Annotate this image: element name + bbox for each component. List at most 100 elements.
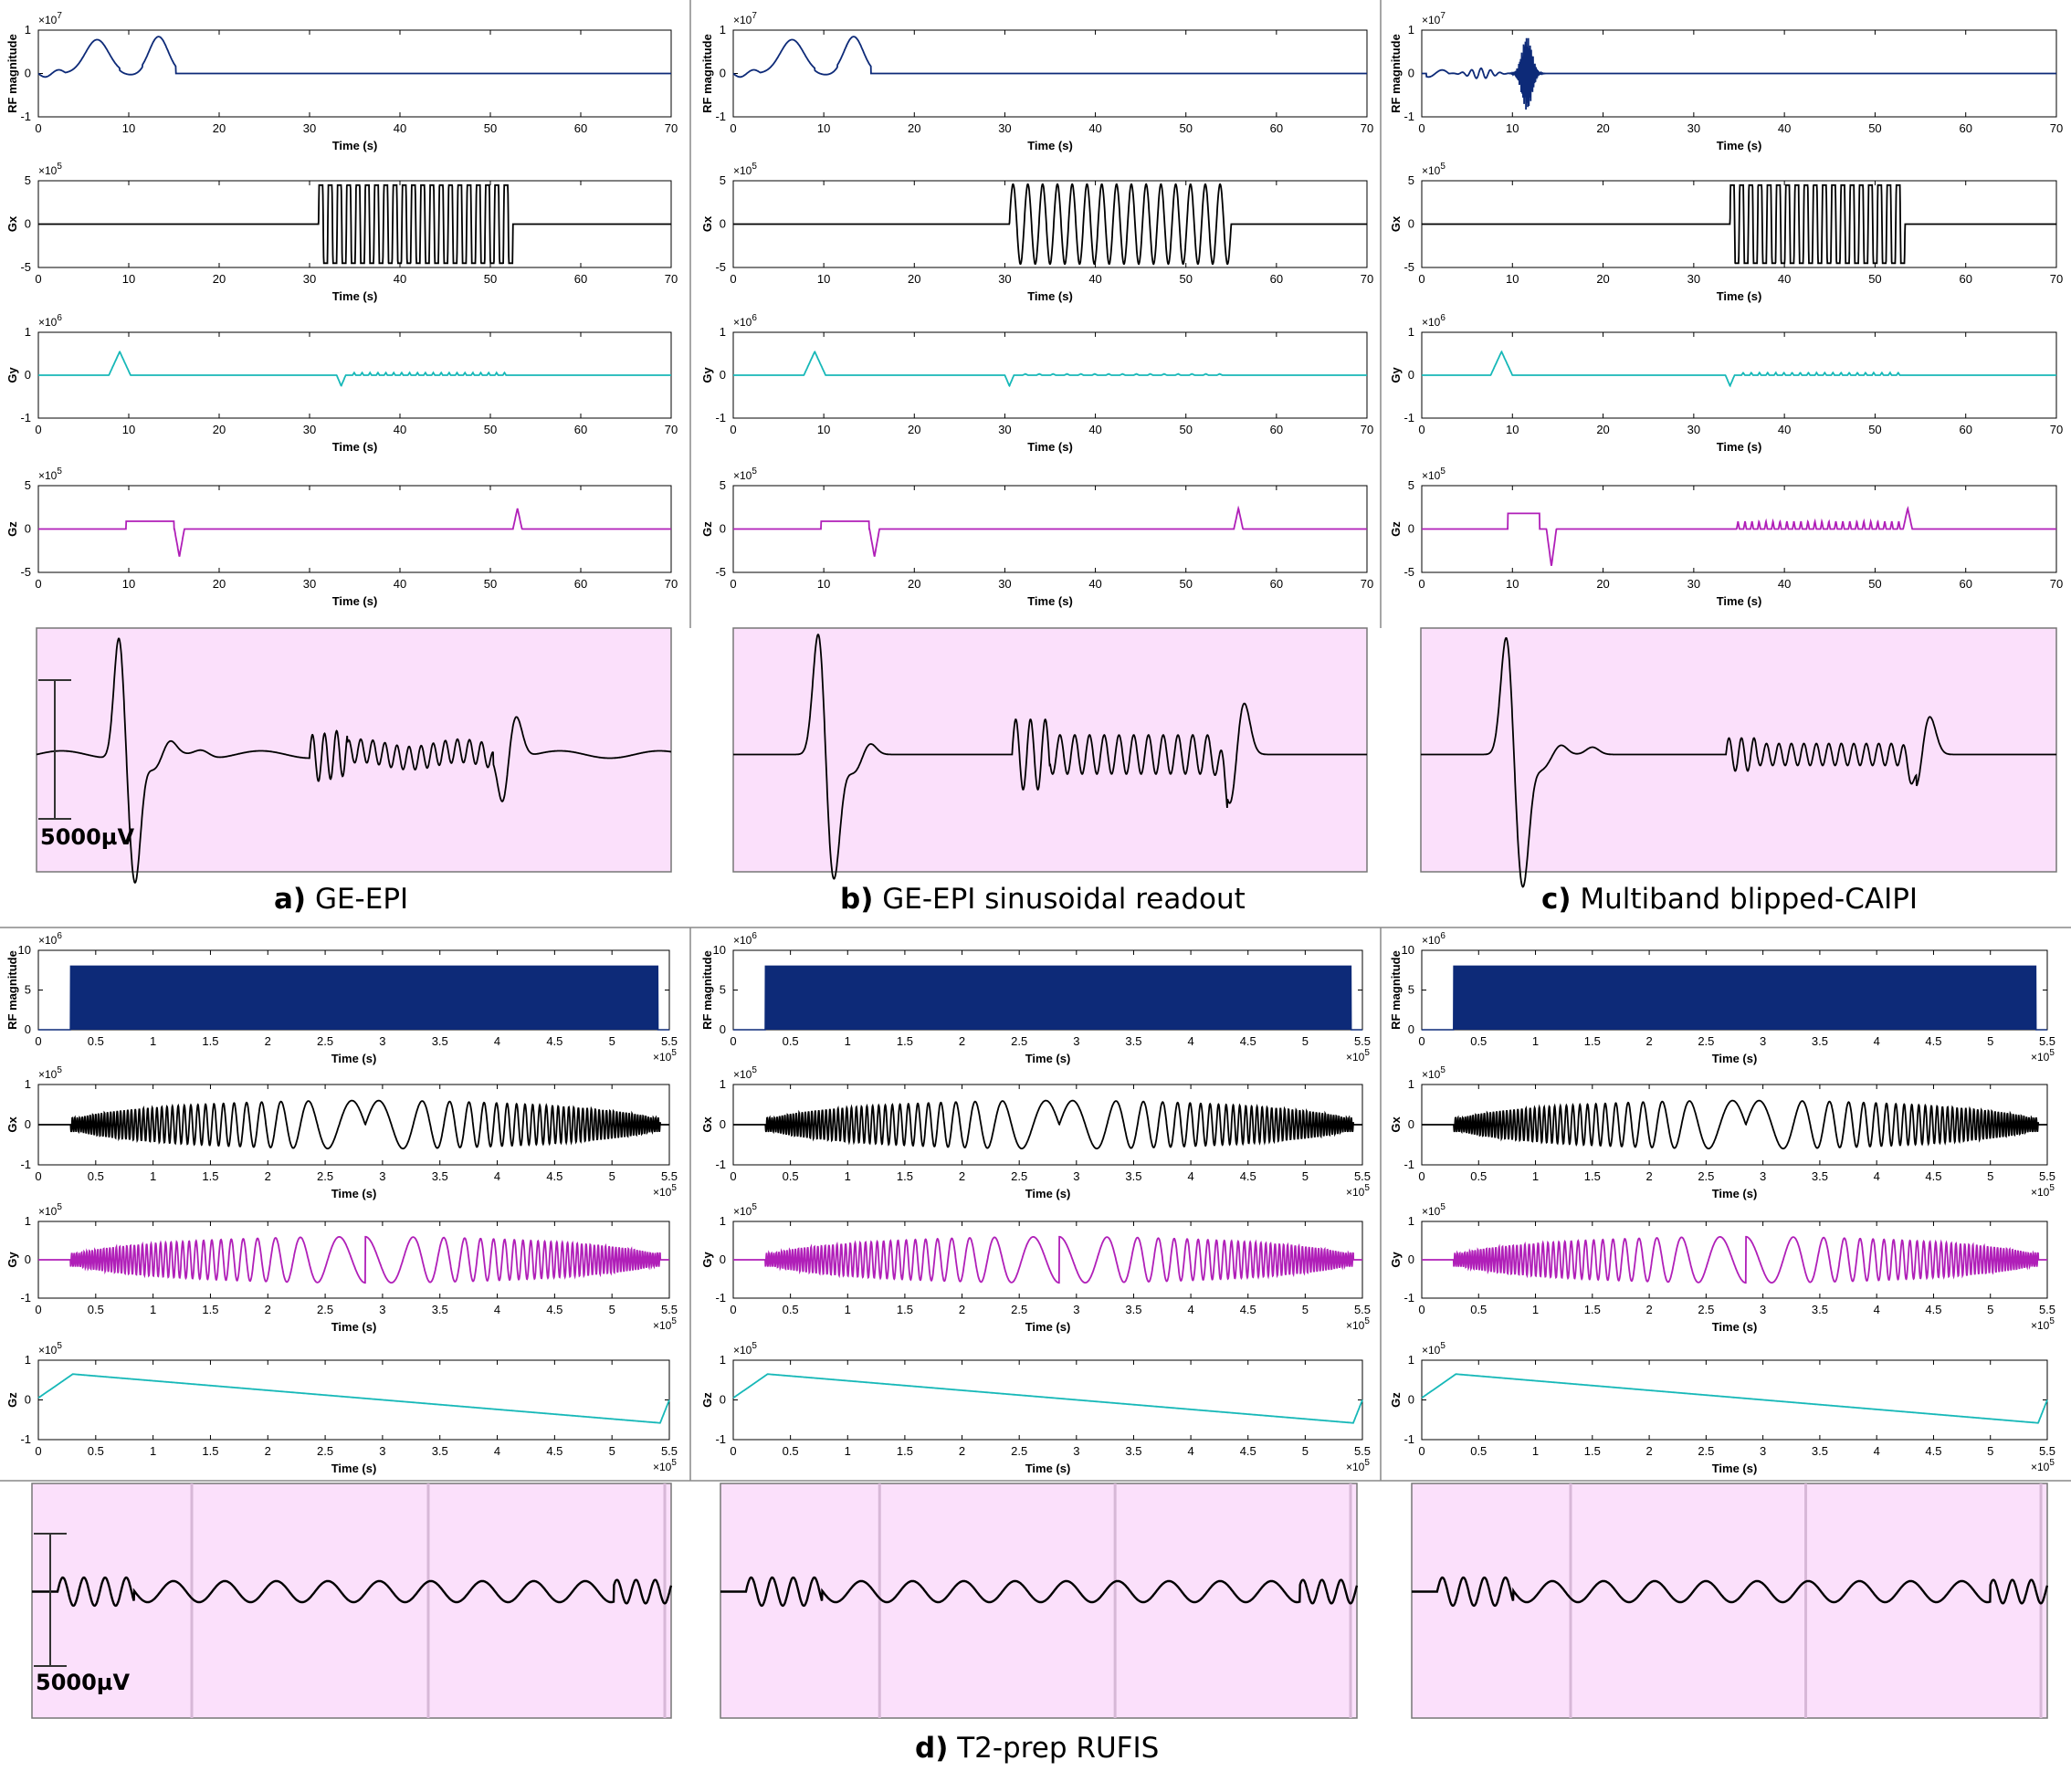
x-tick-label: 4.5 xyxy=(546,1303,562,1316)
y-tick-label: -1 xyxy=(715,110,726,123)
x-tick-label: 70 xyxy=(665,272,678,286)
x-tick-label: 50 xyxy=(1179,423,1192,436)
x-tick-label: 2 xyxy=(1645,1444,1652,1458)
x-axis-label: Time (s) xyxy=(331,1187,377,1200)
y-tick-label: 0 xyxy=(25,1252,31,1266)
y-exponent: ×105 xyxy=(1422,162,1445,177)
x-tick-label: 1.5 xyxy=(1584,1169,1601,1183)
plot-a-gx: 0 10 20 30 40 50 60 70 -5 0 5 ×105 Time (s) Gx xyxy=(5,162,678,303)
caption-a-letter: a) xyxy=(274,883,306,916)
x-tick-label: 1 xyxy=(1532,1169,1539,1183)
x-tick-label: 3.5 xyxy=(432,1444,448,1458)
x-tick-label: 60 xyxy=(1270,272,1283,286)
ecg-trace xyxy=(36,637,671,884)
x-tick-label: 3.5 xyxy=(432,1034,448,1048)
x-tick-label: 0 xyxy=(1418,1444,1424,1458)
waveform-line xyxy=(732,36,1367,79)
ecg-trace xyxy=(733,634,1367,880)
plot-d2-gz: 0 0.5 1 1.5 2 2.5 3 3.5 4 4.5 5 5.5 -1 0 1 ×105 ×105 Time… xyxy=(700,1341,1371,1475)
caption-d-letter: d) xyxy=(915,1732,948,1765)
x-tick-label: 5.5 xyxy=(2039,1444,2055,1458)
x-tick-label: 0 xyxy=(1418,272,1424,286)
x-tick-label: 60 xyxy=(1959,577,1971,591)
x-tick-label: 0 xyxy=(1418,577,1424,591)
x-tick-label: 30 xyxy=(1687,577,1700,591)
x-tick-label: 50 xyxy=(1868,272,1881,286)
y-axis-label: Gx xyxy=(1389,1116,1403,1133)
x-tick-label: 40 xyxy=(1088,577,1101,591)
rf-pulse-block xyxy=(765,966,1351,1030)
x-tick-label: 2 xyxy=(265,1444,271,1458)
x-tick-label: 3 xyxy=(379,1034,385,1048)
waveform-line xyxy=(733,351,1367,388)
caption-c-text: Multiband blipped-CAIPI xyxy=(1572,883,1919,916)
caption-b: b) GE-EPI sinusoidal readout xyxy=(840,883,1246,916)
x-tick-label: 0.5 xyxy=(1470,1444,1487,1458)
x-tick-label: 70 xyxy=(2050,121,2063,135)
y-exponent: ×107 xyxy=(733,11,757,26)
x-tick-label: 20 xyxy=(908,423,920,436)
y-tick-label: 5 xyxy=(25,173,31,187)
y-exponent: ×106 xyxy=(38,313,62,329)
x-tick-label: 0 xyxy=(35,121,41,135)
x-tick-label: 10 xyxy=(122,423,135,436)
x-tick-label: 5 xyxy=(1302,1169,1309,1183)
waveform-line xyxy=(1422,506,2056,566)
y-exponent: ×105 xyxy=(1422,1065,1445,1081)
x-tick-label: 40 xyxy=(394,423,406,436)
x-tick-label: 4.5 xyxy=(546,1444,562,1458)
x-tick-label: 4 xyxy=(1187,1034,1193,1048)
x-tick-label: 10 xyxy=(817,423,830,436)
x-tick-label: 1.5 xyxy=(202,1303,218,1316)
y-exponent: ×107 xyxy=(38,11,62,26)
x-tick-label: 3 xyxy=(1760,1169,1766,1183)
x-tick-label: 0 xyxy=(730,1303,736,1316)
x-tick-label: 5.5 xyxy=(1354,1034,1371,1048)
x-tick-label: 2 xyxy=(959,1169,965,1183)
y-tick-label: 1 xyxy=(720,325,726,339)
y-tick-label: 1 xyxy=(25,1353,31,1367)
x-tick-label: 5.5 xyxy=(661,1444,678,1458)
x-tick-label: 0 xyxy=(730,1169,736,1183)
y-tick-label: -1 xyxy=(715,1291,726,1305)
x-tick-label: 10 xyxy=(817,121,830,135)
y-tick-label: 10 xyxy=(18,943,31,957)
x-tick-label: 1 xyxy=(845,1034,851,1048)
x-tick-label: 3 xyxy=(1073,1169,1079,1183)
x-tick-label: 20 xyxy=(1596,423,1609,436)
x-tick-label: 10 xyxy=(817,272,830,286)
x-tick-label: 2.5 xyxy=(1011,1303,1027,1316)
y-axis-label: RF magnitude xyxy=(1389,950,1403,1030)
x-tick-label: 0 xyxy=(1418,1303,1424,1316)
x-tick-label: 5 xyxy=(1987,1444,1993,1458)
y-tick-label: -5 xyxy=(20,565,31,579)
scale-bar: 5000µV xyxy=(38,679,134,850)
x-tick-label: 5.5 xyxy=(2039,1303,2055,1316)
y-axis-label: Gx xyxy=(700,215,714,232)
y-tick-label: 1 xyxy=(720,23,726,37)
y-tick-label: 1 xyxy=(1408,1214,1414,1228)
ecg-panel-b xyxy=(732,627,1368,880)
x-tick-label: 2.5 xyxy=(317,1303,333,1316)
x-tick-label: 5.5 xyxy=(1354,1303,1371,1316)
x-tick-label: 4 xyxy=(494,1034,500,1048)
plot-b-gz: 0 10 20 30 40 50 60 70 -5 0 5 ×105 Time (s) Gz xyxy=(700,466,1373,608)
x-tick-label: 60 xyxy=(574,423,587,436)
plot-d1-gz: 0 0.5 1 1.5 2 2.5 3 3.5 4 4.5 5 5.5 -1 0 1 ×105 ×105 Time… xyxy=(5,1341,678,1475)
caption-a: a) GE-EPI xyxy=(274,883,408,916)
x-tick-label: 3.5 xyxy=(1812,1169,1828,1183)
x-tick-label: 50 xyxy=(1179,577,1192,591)
y-tick-label: 1 xyxy=(720,1077,726,1091)
x-axis-label: Time (s) xyxy=(1717,594,1762,608)
x-tick-label: 50 xyxy=(1868,577,1881,591)
y-tick-label: 1 xyxy=(1408,325,1414,339)
x-tick-label: 4 xyxy=(1187,1303,1193,1316)
y-tick-label: 0 xyxy=(720,1393,726,1407)
ecg-panel-d3 xyxy=(1411,1483,2049,1719)
caption-c: c) Multiband blipped-CAIPI xyxy=(1541,883,1918,916)
y-axis-label: Gz xyxy=(5,521,19,537)
x-exponent: ×105 xyxy=(2031,1458,2055,1473)
x-axis-label: Time (s) xyxy=(1027,139,1073,152)
y-axis-label: RF magnitude xyxy=(5,950,19,1030)
x-axis-label: Time (s) xyxy=(332,139,378,152)
